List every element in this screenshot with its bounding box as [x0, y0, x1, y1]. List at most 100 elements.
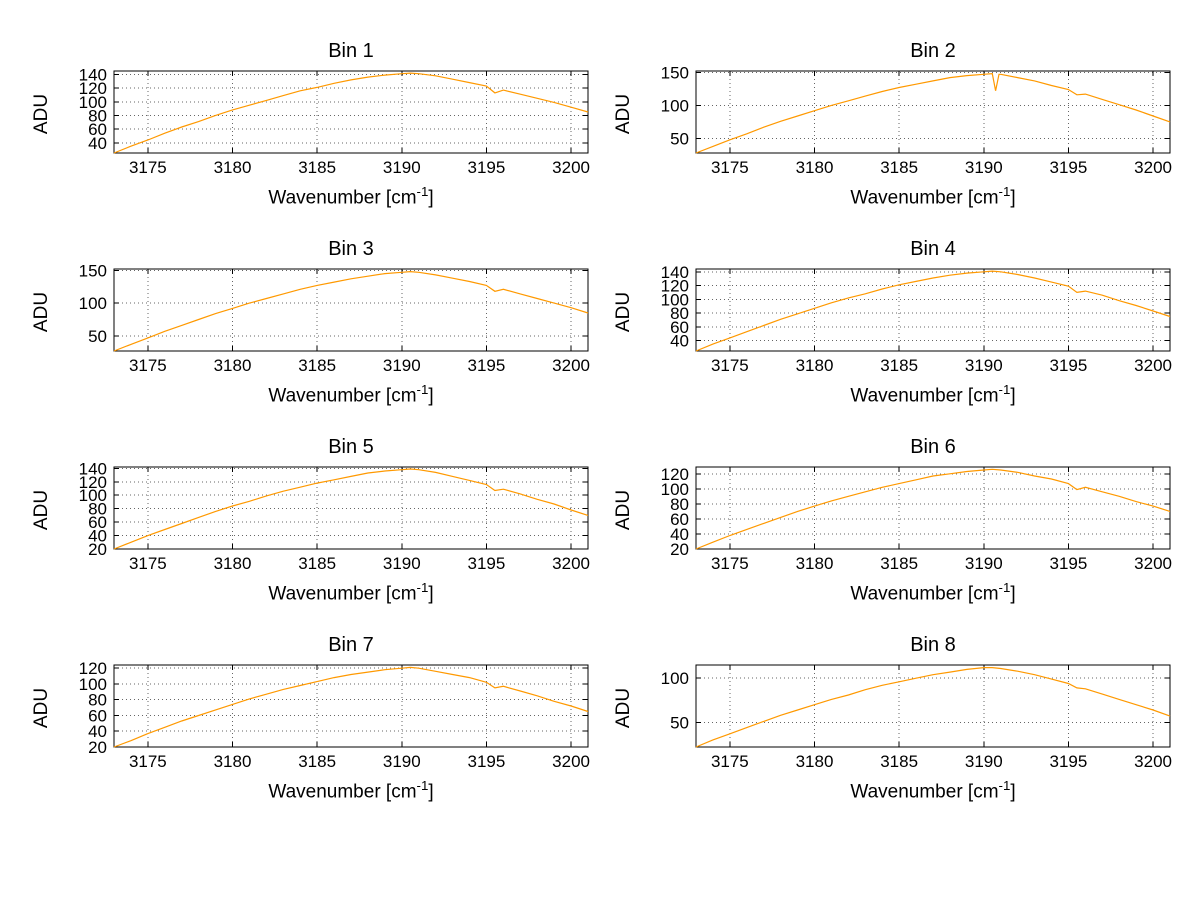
- svg-text:20: 20: [670, 540, 689, 559]
- x-axis-label: Wavenumber [cm-1]: [114, 382, 588, 407]
- svg-text:60: 60: [88, 706, 107, 725]
- svg-text:60: 60: [670, 510, 689, 529]
- y-axis-label: ADU: [28, 660, 56, 778]
- svg-text:3180: 3180: [796, 554, 834, 573]
- y-axis-label-text: ADU: [613, 687, 634, 729]
- x-axis-label: Wavenumber [cm-1]: [114, 184, 588, 209]
- x-axis-label: Wavenumber [cm-1]: [114, 778, 588, 803]
- svg-text:3185: 3185: [880, 158, 918, 177]
- y-axis-label: ADU: [610, 462, 638, 580]
- svg-text:3195: 3195: [1050, 356, 1088, 375]
- svg-text:140: 140: [661, 264, 689, 282]
- svg-text:3195: 3195: [468, 158, 506, 177]
- plot-body: ADU 3175 3180 3185 3190 3195 3200 50 100: [610, 660, 1178, 778]
- x-axis-label-superscript: -1: [416, 778, 429, 793]
- svg-text:3195: 3195: [468, 356, 506, 375]
- svg-text:60: 60: [88, 120, 107, 139]
- y-axis-label: ADU: [610, 264, 638, 382]
- y-axis-label-text: ADU: [31, 687, 52, 729]
- y-axis-label-text: ADU: [31, 489, 52, 531]
- svg-text:120: 120: [661, 465, 689, 484]
- svg-text:3175: 3175: [129, 158, 167, 177]
- plot-canvas-bin-8: 3175 3180 3185 3190 3195 3200 50 100: [661, 664, 1172, 771]
- y-axis-label: ADU: [28, 462, 56, 580]
- svg-text:3190: 3190: [965, 158, 1003, 177]
- svg-text:3190: 3190: [965, 554, 1003, 573]
- svg-text:3175: 3175: [711, 356, 749, 375]
- plot-title: Bin 7: [328, 634, 374, 656]
- svg-text:100: 100: [79, 486, 107, 505]
- plot-title: Bin 5: [328, 436, 374, 458]
- x-axis-label-close: ]: [1010, 385, 1016, 407]
- svg-text:100: 100: [661, 290, 689, 309]
- plot-title: Bin 8: [910, 634, 956, 656]
- svg-text:120: 120: [79, 79, 107, 98]
- svg-text:3190: 3190: [383, 554, 421, 573]
- svg-text:150: 150: [661, 66, 689, 82]
- svg-text:40: 40: [88, 722, 107, 741]
- svg-text:40: 40: [88, 527, 107, 546]
- plot-body: ADU 3175 3180 3185 3190 3195 3200 20 40 60 80 100 1…: [28, 462, 596, 580]
- x-axis-label-superscript: -1: [416, 184, 429, 199]
- svg-text:3175: 3175: [129, 356, 167, 375]
- svg-text:100: 100: [79, 294, 107, 313]
- svg-text:3200: 3200: [1134, 356, 1172, 375]
- svg-text:3180: 3180: [214, 554, 252, 573]
- x-axis-label-superscript: -1: [416, 580, 429, 595]
- plot-body: ADU 3175 3180 3185 3190 3195 3200 40 60 80 100 120…: [28, 66, 596, 184]
- y-axis-label: ADU: [28, 264, 56, 382]
- subplot-bin-8: Bin 8 ADU 3175 3180 3185 3190 3195 3200 50 100 …: [610, 632, 1178, 830]
- subplot-bin-6: Bin 6 ADU 3175 3180 3185 3190 3195 3200 20 40 60…: [610, 434, 1178, 632]
- plot-title: Bin 2: [910, 40, 956, 62]
- plot-body: ADU 3175 3180 3185 3190 3195 3200 50 100 150: [610, 66, 1178, 184]
- svg-text:3200: 3200: [1134, 752, 1172, 771]
- svg-text:80: 80: [88, 691, 107, 710]
- svg-text:100: 100: [79, 93, 107, 112]
- svg-text:3175: 3175: [711, 158, 749, 177]
- subplot-bin-2: Bin 2 ADU 3175 3180 3185 3190 3195 3200 50 100 1…: [610, 38, 1178, 236]
- svg-text:80: 80: [670, 304, 689, 323]
- svg-text:3200: 3200: [1134, 554, 1172, 573]
- svg-text:80: 80: [88, 106, 107, 125]
- svg-text:100: 100: [661, 480, 689, 499]
- x-axis-label-close: ]: [428, 187, 434, 209]
- svg-text:3180: 3180: [214, 356, 252, 375]
- svg-text:3175: 3175: [711, 752, 749, 771]
- svg-text:150: 150: [79, 264, 107, 280]
- x-axis-label-close: ]: [428, 583, 434, 605]
- svg-text:80: 80: [670, 495, 689, 514]
- x-axis-label-close: ]: [1010, 583, 1016, 605]
- svg-text:3185: 3185: [298, 554, 336, 573]
- plot-body: ADU 3175 3180 3185 3190 3195 3200 20 40 60 80 100 1…: [28, 660, 596, 778]
- x-axis-label: Wavenumber [cm-1]: [696, 580, 1170, 605]
- plot-title: Bin 4: [910, 238, 956, 260]
- x-axis-label-base: Wavenumber [cm: [850, 187, 999, 209]
- svg-text:3180: 3180: [214, 752, 252, 771]
- plot-canvas-bin-5: 3175 3180 3185 3190 3195 3200 2040608010012014…: [79, 462, 590, 573]
- svg-text:140: 140: [79, 462, 107, 478]
- svg-text:100: 100: [661, 669, 689, 688]
- svg-text:3180: 3180: [796, 752, 834, 771]
- plot-body: ADU 3175 3180 3185 3190 3195 3200 20 40 60 80 100 1…: [610, 462, 1178, 580]
- x-axis-label-base: Wavenumber [cm: [268, 385, 417, 407]
- x-axis-label-base: Wavenumber [cm: [268, 187, 417, 209]
- x-axis-label: Wavenumber [cm-1]: [696, 382, 1170, 407]
- plot-canvas-bin-3: 3175 3180 3185 3190 3195 3200 50 100 150: [79, 264, 590, 375]
- y-axis-label-text: ADU: [613, 93, 634, 135]
- x-axis-label-superscript: -1: [998, 382, 1011, 397]
- svg-text:3175: 3175: [711, 554, 749, 573]
- subplot-bin-7: Bin 7 ADU 3175 3180 3185 3190 3195 3200 20 40 60…: [28, 632, 596, 830]
- svg-text:3195: 3195: [468, 554, 506, 573]
- svg-text:3185: 3185: [298, 158, 336, 177]
- svg-text:3190: 3190: [383, 158, 421, 177]
- svg-text:3175: 3175: [129, 554, 167, 573]
- x-axis-label-close: ]: [1010, 187, 1016, 209]
- y-axis-label: ADU: [28, 66, 56, 184]
- y-axis-label-text: ADU: [613, 489, 634, 531]
- svg-text:140: 140: [79, 66, 107, 84]
- y-axis-label-text: ADU: [613, 291, 634, 333]
- y-axis-label-text: ADU: [31, 291, 52, 333]
